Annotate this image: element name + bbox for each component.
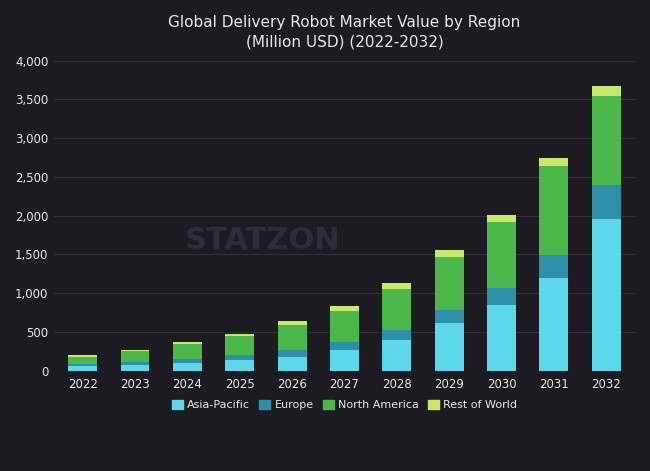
Bar [435, 251, 463, 258]
Bar [68, 366, 97, 371]
Bar [382, 340, 411, 371]
Bar [435, 323, 463, 371]
Bar [226, 334, 254, 336]
Bar [278, 321, 307, 325]
Bar [487, 222, 516, 288]
Bar [121, 362, 150, 365]
Bar [330, 342, 359, 349]
Bar [173, 363, 202, 371]
Bar [226, 355, 254, 360]
Bar [592, 96, 621, 185]
Bar [68, 356, 97, 357]
Bar [173, 344, 202, 358]
Bar [278, 357, 307, 371]
Bar [540, 277, 568, 371]
Bar [278, 325, 307, 349]
Bar [540, 157, 568, 166]
Bar [226, 360, 254, 371]
Bar [592, 185, 621, 219]
Title: Global Delivery Robot Market Value by Region
(Million USD) (2022-2032): Global Delivery Robot Market Value by Re… [168, 15, 521, 50]
Bar [382, 289, 411, 330]
Bar [540, 255, 568, 277]
Bar [173, 358, 202, 363]
Bar [382, 330, 411, 340]
Bar [487, 215, 516, 222]
Bar [121, 365, 150, 371]
Bar [121, 349, 150, 351]
Bar [487, 305, 516, 371]
Bar [487, 288, 516, 305]
Bar [592, 219, 621, 371]
Bar [592, 86, 621, 96]
Bar [382, 284, 411, 289]
Text: STATZON: STATZON [185, 226, 341, 255]
Bar [68, 357, 97, 364]
Bar [121, 351, 150, 362]
Bar [68, 364, 97, 366]
Bar [330, 306, 359, 311]
Bar [330, 311, 359, 342]
Bar [226, 336, 254, 355]
Bar [278, 349, 307, 357]
Legend: Asia-Pacific, Europe, North America, Rest of World: Asia-Pacific, Europe, North America, Res… [167, 395, 522, 414]
Bar [173, 342, 202, 344]
Bar [540, 166, 568, 255]
Bar [330, 349, 359, 371]
Bar [435, 258, 463, 310]
Bar [435, 310, 463, 323]
